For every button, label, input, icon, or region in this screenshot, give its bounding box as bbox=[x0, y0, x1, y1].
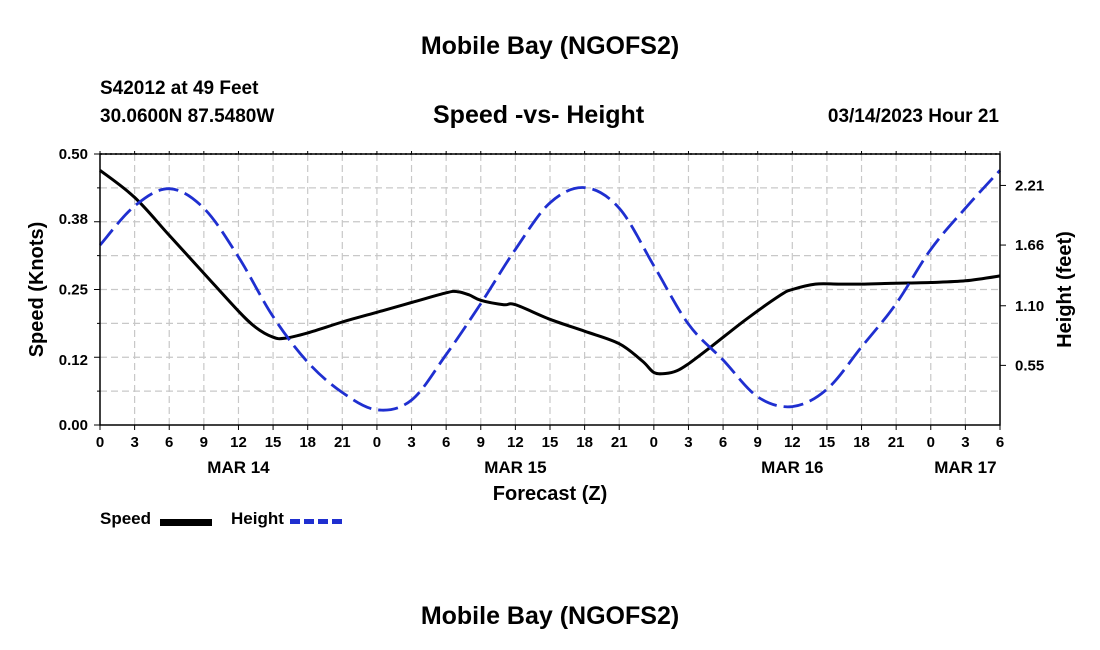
legend-height-swatch bbox=[290, 519, 342, 524]
x-tick-label: 0 bbox=[927, 434, 935, 451]
y-axis-label: Speed (Knots) bbox=[26, 222, 48, 358]
x-tick-label: 6 bbox=[996, 434, 1004, 451]
x-tick-label: 9 bbox=[477, 434, 485, 451]
x-tick-label: 9 bbox=[200, 434, 208, 451]
x-tick-label: 6 bbox=[165, 434, 173, 451]
date-label: MAR 15 bbox=[484, 458, 546, 477]
x-tick-label: 21 bbox=[334, 434, 351, 451]
y-tick-label: 0.12 bbox=[59, 352, 88, 369]
series-line-height bbox=[98, 169, 1002, 412]
x-tick-label: 12 bbox=[230, 434, 247, 451]
x-tick-label: 12 bbox=[507, 434, 524, 451]
x-tick-label: 3 bbox=[407, 434, 415, 451]
x-tick-label: 12 bbox=[784, 434, 801, 451]
x-tick-label: 18 bbox=[576, 434, 593, 451]
footer-title: Mobile Bay (NGOFS2) bbox=[420, 602, 680, 630]
date-label: MAR 17 bbox=[934, 458, 996, 477]
y-tick-label: 0.00 bbox=[59, 417, 88, 434]
x-tick-label: 0 bbox=[373, 434, 381, 451]
x-tick-label: 15 bbox=[265, 434, 282, 451]
x-tick-label: 18 bbox=[853, 434, 870, 451]
x-axis-label: Forecast (Z) bbox=[493, 483, 607, 505]
y2-tick-label: 0.55 bbox=[1015, 357, 1044, 374]
y-tick-label: 0.38 bbox=[59, 211, 88, 228]
x-tick-label: 21 bbox=[611, 434, 628, 451]
station-coordinates: 30.0600N 87.5480W bbox=[100, 106, 275, 127]
grid bbox=[100, 153, 1000, 425]
y2-axis-label: Height (feet) bbox=[1054, 231, 1076, 348]
x-tick-label: 3 bbox=[130, 434, 138, 451]
page-title: Mobile Bay (NGOFS2) bbox=[420, 32, 680, 60]
axes: 0 3 6 9 12 15 18 21 0 3 6 9 12 15 18 21 0 3 6 9 12 15 18 21 0 3 6 0… bbox=[26, 146, 1076, 505]
legend-speed-label: Speed bbox=[100, 509, 152, 528]
series-line-speed bbox=[99, 169, 1001, 376]
y2-tick-label: 1.10 bbox=[1015, 298, 1044, 315]
x-tick-label: 9 bbox=[754, 434, 762, 451]
series-lines bbox=[98, 169, 1002, 412]
date-label: MAR 14 bbox=[207, 458, 270, 477]
forecast-datetime: 03/14/2023 Hour 21 bbox=[827, 106, 999, 127]
legend-speed-swatch bbox=[160, 519, 212, 526]
x-tick-label: 3 bbox=[961, 434, 969, 451]
x-tick-label: 15 bbox=[819, 434, 836, 451]
y2-tick-label: 1.66 bbox=[1015, 237, 1044, 254]
chart-title: Speed -vs- Height bbox=[433, 101, 645, 129]
x-tick-label: 0 bbox=[650, 434, 658, 451]
y-tick-label: 0.25 bbox=[59, 282, 88, 299]
date-label: MAR 16 bbox=[761, 458, 823, 477]
legend-height-label: Height bbox=[231, 509, 284, 528]
x-tick-label: 3 bbox=[684, 434, 692, 451]
x-tick-label: 6 bbox=[719, 434, 727, 451]
x-tick-label: 6 bbox=[442, 434, 450, 451]
x-tick-label: 15 bbox=[542, 434, 559, 451]
station-label: S42012 at 49 Feet bbox=[100, 78, 259, 99]
x-tick-label: 21 bbox=[888, 434, 905, 451]
x-tick-label: 0 bbox=[96, 434, 104, 451]
y2-tick-label: 2.21 bbox=[1015, 177, 1044, 194]
x-tick-label: 18 bbox=[299, 434, 316, 451]
y-tick-label: 0.50 bbox=[59, 146, 88, 163]
